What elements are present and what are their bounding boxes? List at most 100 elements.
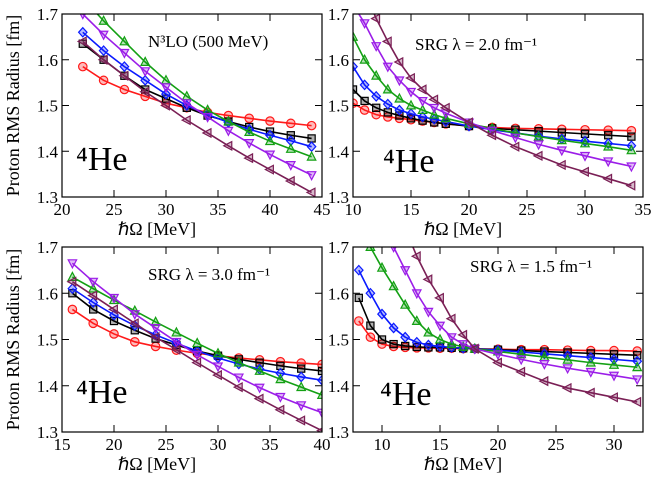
y-tick-label: 1.6	[328, 284, 349, 303]
annotation: SRG λ = 3.0 fm⁻¹	[148, 265, 270, 284]
marker	[244, 113, 254, 124]
marker	[254, 383, 265, 394]
annotation: ⁴He	[76, 374, 128, 411]
plot-area	[353, 197, 643, 408]
series-line	[373, 14, 632, 187]
marker	[434, 340, 446, 352]
marker	[516, 355, 527, 366]
marker	[468, 343, 479, 354]
marker	[400, 298, 411, 309]
marker	[365, 332, 376, 342]
marker	[388, 280, 399, 291]
marker	[579, 137, 591, 148]
marker	[533, 140, 544, 151]
marker	[394, 76, 405, 87]
marker	[371, 42, 382, 52]
marker	[632, 361, 643, 372]
marker	[353, 85, 358, 94]
marker	[603, 137, 614, 149]
marker	[67, 259, 78, 270]
x-tick-label: 15	[54, 435, 71, 454]
marker	[150, 323, 161, 334]
marker	[76, 36, 87, 47]
y-tick-label: 1.6	[328, 51, 349, 70]
marker	[89, 305, 98, 314]
marker	[119, 48, 130, 59]
marker	[579, 151, 591, 162]
marker	[212, 347, 224, 358]
marker	[458, 340, 469, 351]
marker	[458, 340, 469, 351]
marker	[602, 173, 613, 184]
marker	[510, 133, 521, 144]
marker	[191, 357, 202, 368]
marker	[539, 360, 550, 370]
marker	[201, 127, 212, 139]
marker	[359, 105, 370, 115]
annotation: ⁴He	[383, 143, 435, 180]
marker	[417, 111, 428, 123]
panel: 10 15 20 25 30 1.3 1.4 1.5 1.6 1.7 ℏΩ [MeV] SRG λ =…	[328, 197, 644, 474]
marker	[88, 318, 98, 329]
y-tick-label: 1.5	[328, 331, 349, 350]
marker	[562, 353, 573, 364]
marker	[389, 339, 398, 349]
marker	[422, 274, 433, 285]
marker	[388, 322, 399, 334]
marker	[626, 162, 637, 173]
y-tick-label: 1.7	[328, 5, 350, 24]
y-tick-label: 1.5	[37, 97, 58, 116]
marker	[366, 197, 374, 205]
marker	[411, 315, 422, 325]
marker	[118, 70, 129, 81]
marker	[532, 150, 543, 162]
series-line	[71, 281, 322, 432]
marker	[382, 83, 393, 94]
marker	[170, 344, 181, 355]
marker	[129, 310, 140, 320]
marker	[119, 35, 130, 46]
marker	[306, 150, 317, 161]
marker	[160, 88, 172, 100]
marker	[371, 90, 382, 102]
marker	[439, 102, 450, 113]
series-line	[392, 247, 638, 381]
y-tick-label: 1.3	[37, 188, 58, 207]
marker	[360, 96, 369, 106]
marker	[405, 72, 415, 84]
marker	[212, 362, 224, 373]
marker	[109, 329, 119, 339]
marker	[390, 247, 397, 253]
marker	[405, 99, 417, 110]
marker	[353, 30, 359, 41]
y-tick-label: 1.3	[328, 188, 349, 207]
marker	[233, 356, 244, 367]
marker	[98, 30, 109, 41]
marker	[77, 26, 88, 38]
marker	[285, 161, 296, 171]
marker	[222, 140, 233, 151]
marker	[180, 114, 191, 126]
plot-area	[76, 14, 317, 197]
marker	[78, 61, 88, 72]
marker	[371, 109, 381, 120]
marker	[416, 84, 427, 95]
marker	[274, 404, 285, 415]
marker	[296, 381, 307, 392]
marker	[383, 108, 392, 117]
plot-area	[66, 259, 322, 432]
marker	[400, 331, 411, 343]
marker	[295, 415, 306, 426]
marker	[297, 364, 306, 373]
x-tick-label: 40	[262, 200, 279, 219]
marker	[275, 392, 286, 403]
marker	[376, 261, 388, 272]
y-tick-label: 1.4	[37, 377, 59, 396]
y-tick-label: 1.3	[37, 423, 58, 442]
marker	[316, 408, 322, 419]
marker	[171, 337, 182, 348]
marker	[243, 152, 254, 164]
x-tick-label: 35	[635, 200, 652, 219]
marker	[393, 56, 404, 68]
marker	[233, 373, 244, 384]
